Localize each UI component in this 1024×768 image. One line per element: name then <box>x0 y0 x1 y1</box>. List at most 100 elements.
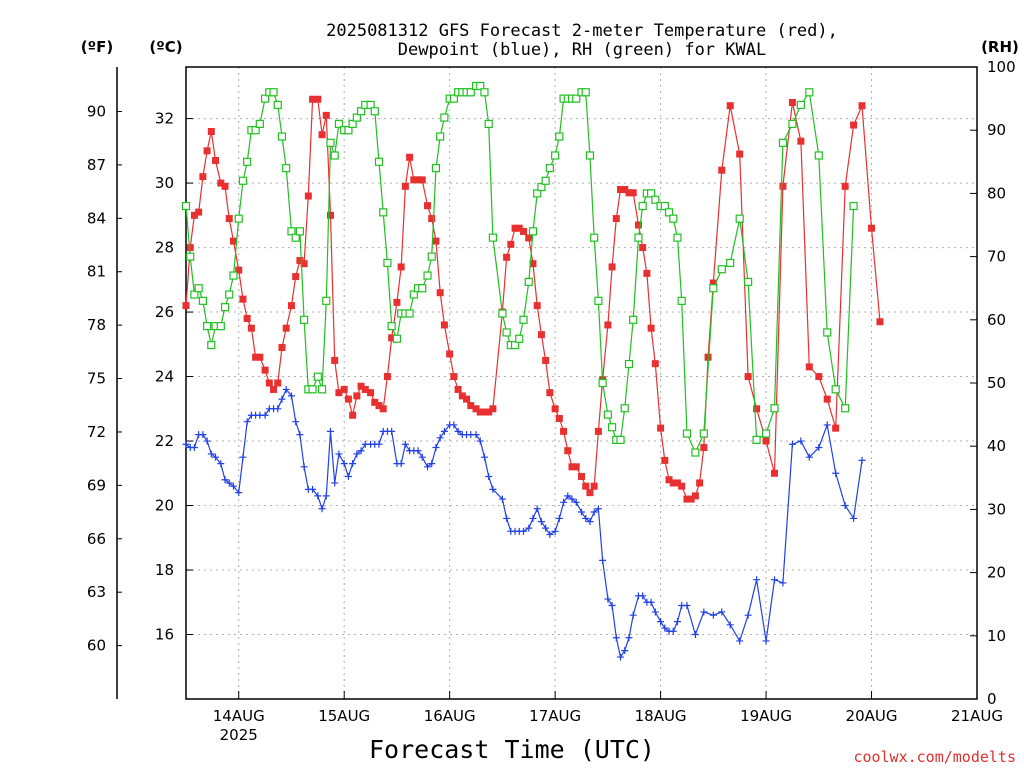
temperature-point <box>753 405 761 413</box>
dewpoint-point <box>578 508 585 516</box>
temperature-point <box>393 298 401 306</box>
rh-point <box>194 284 203 293</box>
rh-point <box>383 258 392 268</box>
rh-point <box>629 315 638 324</box>
dewpoint-point <box>525 524 533 532</box>
temperature-point <box>252 353 260 361</box>
temperature-point <box>726 102 734 110</box>
dewpoint-point <box>225 479 233 487</box>
rh-point <box>300 315 309 324</box>
rh-point <box>387 322 396 331</box>
temperature-point <box>309 95 317 103</box>
temperature-point <box>300 260 308 268</box>
f-tick-label: 63 <box>87 583 106 601</box>
x-tick-label: 15AUG <box>318 707 370 725</box>
rh-point <box>308 385 317 394</box>
dewpoint-point <box>599 556 607 564</box>
rh-tick-label: 100 <box>987 58 1016 76</box>
rh-point <box>533 189 542 198</box>
series-rh <box>181 81 858 457</box>
c-tick-label: 32 <box>155 110 174 128</box>
rh-point <box>202 322 212 331</box>
temperature-point <box>261 366 269 374</box>
rh-point <box>277 132 287 141</box>
dewpoint-point <box>261 411 269 419</box>
temperature-point <box>296 256 304 264</box>
dewpoint-point <box>314 492 322 500</box>
temperature-point <box>335 389 343 397</box>
temperature-point <box>379 405 387 413</box>
rh-point <box>466 88 475 97</box>
temperature-point <box>243 315 251 323</box>
dewpoint-point <box>797 437 805 445</box>
dewpoint-point <box>805 453 813 461</box>
rh-point <box>726 258 735 268</box>
temperature-point <box>480 408 488 416</box>
f-tick-label: 87 <box>87 156 106 174</box>
dewpoint-point <box>850 514 858 522</box>
x-axis-label: Forecast Time (UTC) <box>369 735 655 764</box>
temperature-point <box>458 392 466 400</box>
temperature-point <box>503 253 511 261</box>
c-tick-label: 22 <box>155 432 174 450</box>
dewpoint-point <box>537 518 545 526</box>
dewpoint-point <box>858 456 866 464</box>
temperature-point <box>349 411 357 419</box>
temperature-point <box>326 211 334 219</box>
dewpoint-point <box>542 524 550 532</box>
temperature-point <box>472 405 480 413</box>
rh-point <box>545 164 554 173</box>
rh-point <box>551 151 560 160</box>
rh-point <box>770 404 779 413</box>
c-tick-label: 16 <box>155 626 174 644</box>
rh-point <box>717 265 726 274</box>
temperature-point <box>832 424 840 432</box>
rh-point <box>480 88 489 97</box>
temperature-point <box>507 240 515 248</box>
temperature-point <box>560 427 568 435</box>
rh-point <box>317 385 327 394</box>
rh-point <box>291 233 300 242</box>
dewpoint-point <box>700 608 708 616</box>
temperature-point <box>186 244 194 252</box>
temperature-point <box>314 95 322 103</box>
temperature-point <box>621 186 629 194</box>
dewpoint-point <box>546 531 554 539</box>
dewpoint-point <box>318 505 326 513</box>
temperature-point <box>467 402 475 410</box>
fahrenheit-axis-label: (ºF) <box>81 38 113 56</box>
dewpoint-point <box>718 608 726 616</box>
temperature-point <box>485 408 493 416</box>
temperature-point <box>657 424 665 432</box>
dewpoint-point <box>519 527 527 535</box>
dewpoint-point <box>489 485 497 493</box>
rh-point <box>841 404 850 413</box>
dewpoint-point <box>779 579 787 587</box>
temperature-point <box>868 224 876 232</box>
temperature-point <box>546 389 554 397</box>
temperature-point <box>440 321 448 329</box>
temperature-point <box>661 456 669 464</box>
rh-point <box>616 435 625 444</box>
rh-point <box>638 201 647 211</box>
dewpoint-point <box>212 453 220 461</box>
dewpoint-point <box>454 427 462 435</box>
temperature-point <box>199 173 207 181</box>
rh-point <box>634 233 643 242</box>
rh-point <box>198 296 207 305</box>
rh-point <box>796 100 805 110</box>
dewpoint-point <box>823 421 831 429</box>
temperature-point <box>229 237 237 245</box>
dewpoint-point <box>480 453 488 461</box>
temperature-point <box>428 215 436 223</box>
rh-point <box>528 227 538 236</box>
rh-point <box>831 385 840 394</box>
temperature-point <box>322 111 330 119</box>
temperature-point <box>555 414 563 422</box>
dewpoint-point <box>322 492 330 500</box>
dewpoint-point <box>572 498 580 506</box>
temperature-point <box>424 202 432 210</box>
rh-point <box>709 284 718 293</box>
